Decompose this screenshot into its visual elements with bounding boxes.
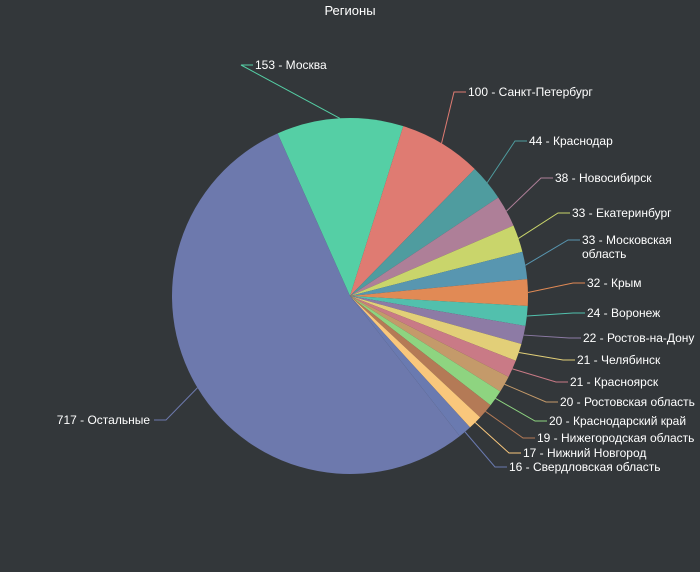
- label-line-10: [518, 351, 575, 361]
- label-line-15: [474, 422, 521, 454]
- label-line-14: [485, 411, 535, 439]
- label-line-5: [518, 212, 570, 239]
- pie-slice-2[interactable]: [350, 126, 475, 296]
- slice-label: 19 - Нижегородская область: [537, 431, 694, 445]
- label-line-8: [526, 312, 585, 317]
- pie-slice-8[interactable]: [350, 296, 528, 326]
- label-line-16: [464, 431, 507, 468]
- slice-label: 21 - Красноярск: [570, 375, 659, 389]
- slice-label: 100 - Санкт-Петербург: [468, 85, 593, 99]
- pie-slice-9[interactable]: [350, 296, 526, 345]
- slice-label: 16 - Свердловская область: [509, 460, 661, 474]
- slice-label: 20 - Ростовская область: [560, 395, 695, 409]
- slice-label: 33 - Екатеринбург: [572, 206, 672, 220]
- slice-label: 17 - Нижний Новгород: [523, 446, 646, 460]
- pie-slice-5[interactable]: [350, 225, 523, 296]
- slice-label: 32 - Крым: [587, 276, 642, 290]
- slice-label: 22 - Ростов-на-Дону: [583, 331, 694, 345]
- label-line-7: [527, 282, 585, 293]
- slice-label: 20 - Краснодарский край: [549, 414, 686, 428]
- label-line-2: [441, 91, 466, 144]
- slice-label: 24 - Воронеж: [587, 306, 660, 320]
- pie-slice-17[interactable]: [172, 133, 460, 474]
- pie-slice-14[interactable]: [350, 296, 491, 418]
- chart-title: Регионы: [324, 3, 375, 18]
- slice-label: 33 - Московская область: [582, 233, 672, 261]
- slice-label: 717 - Остальные: [57, 413, 151, 427]
- label-line-9: [523, 334, 581, 339]
- pie-slice-7[interactable]: [350, 279, 528, 306]
- slice-label: 21 - Челябинск: [577, 353, 661, 367]
- label-line-4: [506, 177, 553, 212]
- pie-slice-15[interactable]: [350, 296, 481, 428]
- label-line-13: [495, 398, 547, 422]
- label-line-6: [525, 239, 580, 266]
- label-line-1: [240, 64, 341, 119]
- label-line-17: [154, 387, 198, 421]
- pie-slice-1[interactable]: [277, 118, 404, 297]
- pie-slice-13[interactable]: [350, 296, 501, 406]
- slice-label: 44 - Краснодар: [529, 134, 613, 148]
- slice-label: 38 - Новосибирск: [555, 171, 652, 185]
- label-line-11: [512, 368, 568, 383]
- pie-slice-11[interactable]: [350, 296, 516, 377]
- label-line-3: [486, 140, 527, 183]
- pie-slice-3[interactable]: [350, 169, 499, 296]
- pie-slice-12[interactable]: [350, 296, 509, 392]
- pie-slice-10[interactable]: [350, 296, 522, 361]
- label-line-12: [504, 383, 558, 403]
- pie-slice-6[interactable]: [350, 251, 528, 296]
- slice-label: 153 - Москва: [255, 58, 327, 72]
- pie-slice-4[interactable]: [350, 197, 514, 296]
- pie-slice-16[interactable]: [350, 296, 471, 437]
